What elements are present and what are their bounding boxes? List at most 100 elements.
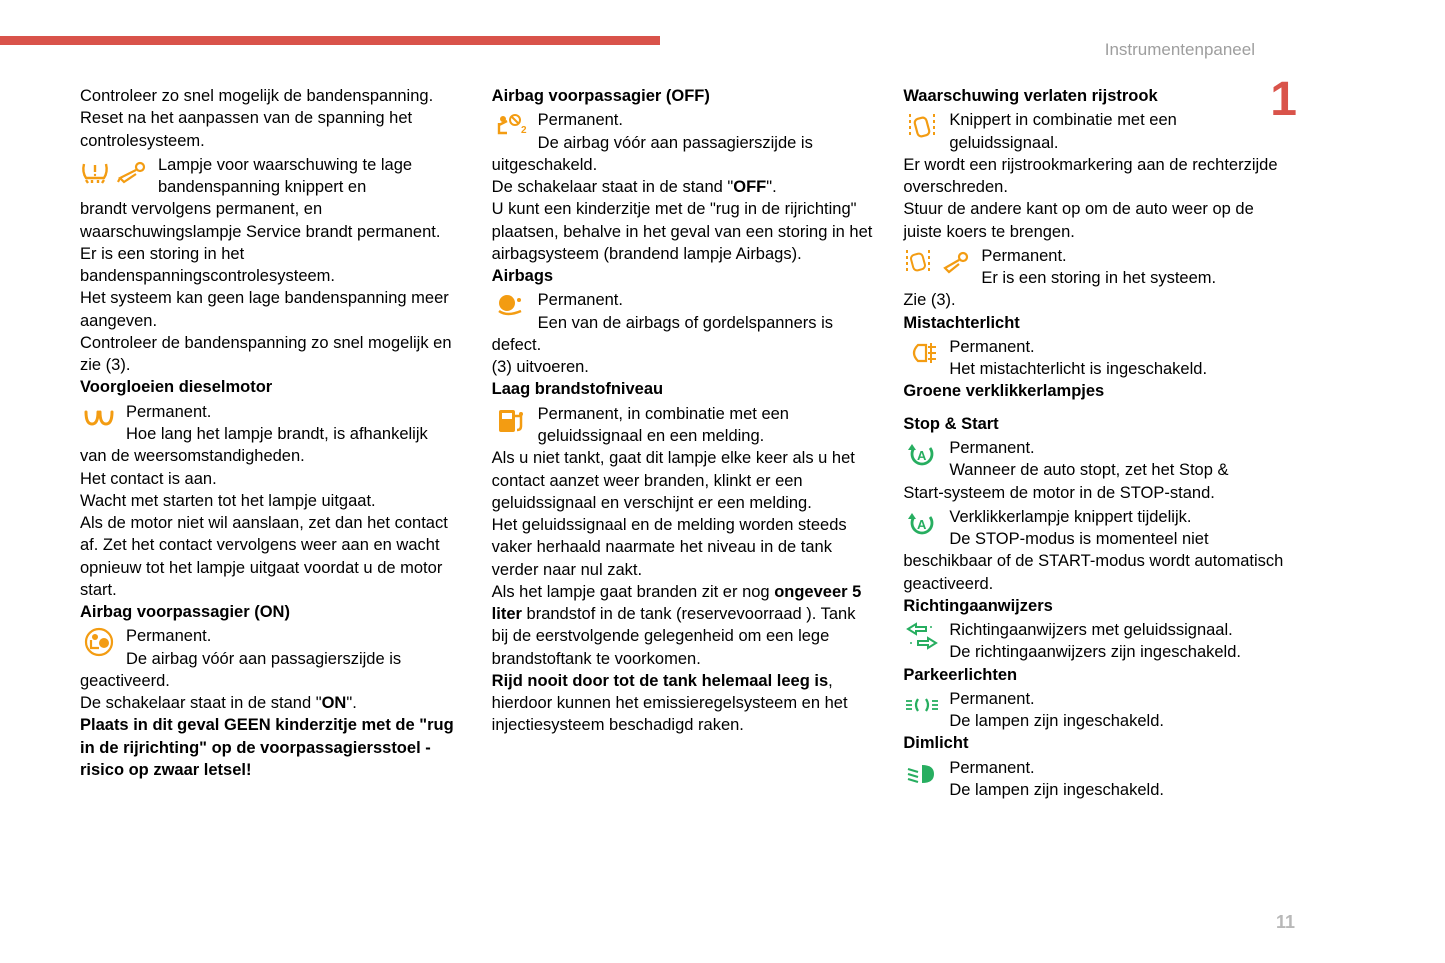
dipped-beam-icon (903, 757, 941, 791)
turn-text: Richtingaanwijzers met geluidssignaal. D… (949, 619, 1285, 664)
stopstart-p2a: Verklikkerlampje knippert tijdelijk. (949, 508, 1191, 526)
lane-p3: Stuur de andere kant op om de auto weer … (903, 198, 1285, 243)
lane-title: Waarschuwing verlaten rijstrook (903, 85, 1285, 107)
rearfog-title: Mistachterlicht (903, 312, 1285, 334)
dip-perm: Permanent. (949, 759, 1034, 777)
diesel-perm: Permanent. (126, 403, 211, 421)
airbags-title: Airbags (492, 265, 874, 287)
airbags-block: Permanent. Een van de airbags of gordels… (492, 289, 874, 334)
lane-departure-icon (903, 109, 941, 143)
fuel-title: Laag brandstofniveau (492, 378, 874, 400)
turn-p2: De richtingaanwijzers zijn ingeschakeld. (949, 643, 1241, 661)
intro-text: Controleer zo snel mogelijk de bandenspa… (80, 85, 462, 152)
rearfog-block: Permanent. Het mistachterlicht is ingesc… (903, 336, 1285, 381)
tire-nolow: Het systeem kan geen lage bandenspanning… (80, 287, 462, 332)
stopstart-p2c: beschikbaar of de START-modus wordt auto… (903, 550, 1285, 595)
park-perm: Permanent. (949, 690, 1034, 708)
green-title: Groene verklikkerlampjes (903, 380, 1285, 402)
airbags-p1b: defect. (492, 334, 874, 356)
page-number: 11 (1276, 912, 1295, 933)
column-3: Waarschuwing verlaten rijstrook Knippert… (903, 85, 1285, 801)
diesel-preheat-icon (80, 401, 118, 435)
airbag-off-block: 2 Permanent. De airbag vóór aan passagie… (492, 109, 874, 154)
airbags-text: Permanent. Een van de airbags of gordels… (538, 289, 874, 334)
lane-fault-text: Permanent. Er is een storing in het syst… (981, 245, 1285, 290)
rearfog-perm: Permanent. (949, 338, 1034, 356)
tire-check: Controleer de bandenspanning zo snel mog… (80, 332, 462, 377)
svg-text:A: A (917, 448, 927, 463)
airbag-off-text: Permanent. De airbag vóór aan passagiers… (538, 109, 874, 154)
lane-perm: Permanent. (981, 247, 1066, 265)
tire-rest: brandt vervolgens permanent, en waarschu… (80, 198, 462, 243)
fuel-p3: Als het lampje gaat branden zit er nog o… (492, 581, 874, 670)
column-2: Airbag voorpassagier (OFF) 2 Permanent. … (492, 85, 874, 801)
airbags-p2: (3) uitvoeren. (492, 356, 874, 378)
airbag-on-block: Permanent. De airbag vóór aan passagiers… (80, 625, 462, 670)
stop-start-icon: A (903, 437, 941, 471)
lane-p1: Knippert in combinatie met een geluidssi… (949, 109, 1285, 154)
lane-fault: Er is een storing in het systeem. (981, 269, 1216, 287)
fuel-p1: Als u niet tankt, gaat dit lampje elke k… (492, 447, 874, 514)
fuel-warn: Rijd nooit door tot de tank helemaal lee… (492, 670, 874, 737)
tire-fault: Er is een storing in het bandenspannings… (80, 243, 462, 288)
diesel-p1b: van de weersomstandigheden. (80, 445, 462, 467)
airbag-on-text: Permanent. De airbag vóór aan passagiers… (126, 625, 462, 670)
dip-p1: De lampen zijn ingeschakeld. (949, 781, 1164, 799)
airbags-p1: Een van de airbags of gordelspanners is (538, 314, 833, 332)
stopstart-text2: Verklikkerlampje knippert tijdelijk. De … (949, 506, 1285, 551)
sidelights-icon (903, 688, 941, 722)
lane-fault-block: Permanent. Er is een storing in het syst… (903, 245, 1285, 290)
fuel-perm: Permanent, in combinatie met een geluids… (538, 403, 874, 448)
diesel-p2: Het contact is aan. (80, 468, 462, 490)
airbag-on-perm: Permanent. (126, 627, 211, 645)
stopstart-text: Permanent. Wanneer de auto stopt, zet he… (949, 437, 1285, 482)
stopstart-block: A Permanent. Wanneer de auto stopt, zet … (903, 437, 1285, 482)
stopstart-perm: Permanent. (949, 439, 1034, 457)
diesel-p4: Als de motor niet wil aanslaan, zet dan … (80, 512, 462, 601)
content-columns: Controleer zo snel mogelijk de bandenspa… (80, 85, 1285, 801)
park-block: Permanent. De lampen zijn ingeschakeld. (903, 688, 1285, 733)
airbag-off-icon: 2 (492, 109, 530, 143)
tire-pressure-icon (80, 154, 150, 188)
tire-pressure-block: Lampje voor waarschuwing te lage bandens… (80, 154, 462, 199)
airbag-on-icon (80, 625, 118, 659)
fuel-p2: Het geluidssignaal en de melding worden … (492, 514, 874, 581)
dip-block: Permanent. De lampen zijn ingeschakeld. (903, 757, 1285, 802)
park-p1: De lampen zijn ingeschakeld. (949, 712, 1164, 730)
airbag-on-switch: De schakelaar staat in de stand "ON". (80, 692, 462, 714)
dip-text: Permanent. De lampen zijn ingeschakeld. (949, 757, 1285, 802)
stopstart-block2: A Verklikkerlampje knippert tijdelijk. D… (903, 506, 1285, 551)
airbag-on-title: Airbag voorpassagier (ON) (80, 601, 462, 623)
diesel-text: Permanent. Hoe lang het lampje brandt, i… (126, 401, 462, 446)
diesel-p1: Hoe lang het lampje brandt, is afhankeli… (126, 425, 428, 443)
airbag-off-switch: De schakelaar staat in de stand "OFF". (492, 176, 874, 198)
turn-p1: Richtingaanwijzers met geluidssignaal. (949, 621, 1232, 639)
svg-text:2: 2 (521, 125, 527, 136)
stopstart-p1: Wanneer de auto stopt, zet het Stop & (949, 461, 1228, 479)
turn-block: Richtingaanwijzers met geluidssignaal. D… (903, 619, 1285, 664)
dip-title: Dimlicht (903, 732, 1285, 754)
rearfog-text: Permanent. Het mistachterlicht is ingesc… (949, 336, 1285, 381)
diesel-title: Voorgloeien dieselmotor (80, 376, 462, 398)
fuel-block: Permanent, in combinatie met een geluids… (492, 403, 874, 448)
stop-start-icon-2: A (903, 506, 941, 540)
header-section: Instrumentenpaneel (1105, 40, 1255, 60)
lane-see: Zie (3). (903, 289, 1285, 311)
airbag-off-perm: Permanent. (538, 111, 623, 129)
svg-text:A: A (917, 517, 927, 532)
airbag-off-title: Airbag voorpassagier (OFF) (492, 85, 874, 107)
lane-departure-wrench-icon (903, 245, 973, 279)
stopstart-title: Stop & Start (903, 413, 1285, 435)
diesel-p3: Wacht met starten tot het lampje uitgaat… (80, 490, 462, 512)
tire-block-text: Lampje voor waarschuwing te lage bandens… (158, 154, 462, 199)
airbag-on-p1b: geactiveerd. (80, 670, 462, 692)
lane-p2: Er wordt een rijstrookmarkering aan de r… (903, 154, 1285, 199)
turn-title: Richtingaanwijzers (903, 595, 1285, 617)
stopstart-p2b: De STOP-modus is momenteel niet (949, 530, 1208, 548)
stopstart-p1b: Start-systeem de motor in de STOP-stand. (903, 482, 1285, 504)
rearfog-p1: Het mistachterlicht is ingeschakeld. (949, 360, 1207, 378)
airbag-on-warn: Plaats in dit geval GEEN kinderzitje met… (80, 714, 462, 781)
turn-signals-icon (903, 619, 941, 653)
airbag-off-p1b: uitgeschakeld. (492, 154, 874, 176)
park-text: Permanent. De lampen zijn ingeschakeld. (949, 688, 1285, 733)
